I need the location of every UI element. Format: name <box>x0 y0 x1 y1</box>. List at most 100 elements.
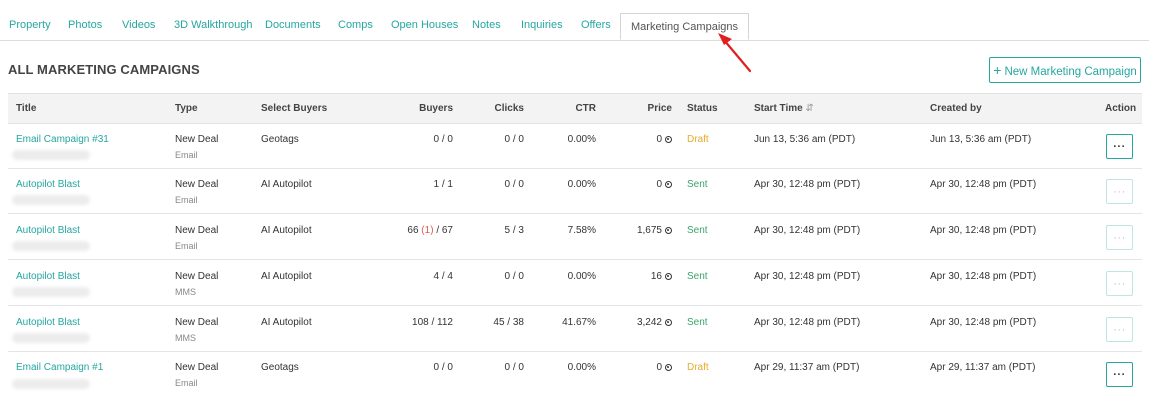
tab-marketing-campaigns[interactable]: Marketing Campaigns <box>620 13 749 40</box>
status-badge: Sent <box>687 225 708 236</box>
ctr-value: 0.00% <box>567 134 596 145</box>
action-menu-button[interactable]: ··· <box>1106 271 1133 296</box>
action-menu-button[interactable]: ··· <box>1106 179 1133 204</box>
ctr-value: 0.00% <box>567 271 596 282</box>
ctr-value: 0.00% <box>567 179 596 190</box>
start-time: Apr 30, 12:48 pm (PDT) <box>754 271 861 282</box>
redacted-text <box>12 150 90 160</box>
tab-videos[interactable]: Videos <box>122 19 156 31</box>
coin-icon <box>665 318 672 326</box>
plus-icon: + <box>993 62 1002 78</box>
campaign-title-link[interactable]: Email Campaign #31 <box>16 134 109 145</box>
tab-property[interactable]: Property <box>9 19 51 31</box>
buyers-count: 0 / 0 <box>433 134 453 145</box>
status-badge: Sent <box>687 317 708 328</box>
price-value: 0 <box>656 134 672 145</box>
tab-open-houses[interactable]: Open Houses <box>391 19 459 31</box>
price-value: 1,675 <box>637 225 672 236</box>
select-buyers: AI Autopilot <box>261 317 312 328</box>
campaign-title-link[interactable]: Email Campaign #1 <box>16 362 104 373</box>
redacted-text <box>12 333 90 343</box>
tab-inquiries[interactable]: Inquiries <box>521 19 563 31</box>
price-value: 3,242 <box>637 317 672 328</box>
select-buyers: AI Autopilot <box>261 271 312 282</box>
price-amount: 0 <box>656 179 662 190</box>
header-created-by[interactable]: Created by <box>930 103 982 114</box>
start-time: Apr 30, 12:48 pm (PDT) <box>754 317 861 328</box>
tab-3d-walkthrough[interactable]: 3D Walkthrough <box>174 19 253 31</box>
ctr-value: 0.00% <box>567 362 596 373</box>
campaign-type: New Deal <box>175 362 219 373</box>
header-ctr[interactable]: CTR <box>575 103 596 114</box>
campaign-channel: MMS <box>175 287 196 297</box>
header-buyers[interactable]: Buyers <box>419 103 453 114</box>
header-select-buyers[interactable]: Select Buyers <box>261 103 328 114</box>
header-start-time[interactable]: Start Time ⇵ <box>754 103 814 114</box>
header-action: Action <box>1105 103 1137 114</box>
tab-notes[interactable]: Notes <box>472 19 501 31</box>
action-menu-button[interactable]: ··· <box>1106 317 1133 342</box>
campaign-channel: Email <box>175 195 198 205</box>
header-price[interactable]: Price <box>647 103 672 114</box>
price-amount: 3,242 <box>636 317 662 328</box>
select-buyers: AI Autopilot <box>261 179 312 190</box>
start-time-label: Start Time <box>754 103 803 114</box>
action-menu-button[interactable]: ··· <box>1106 134 1133 159</box>
table-row: Email Campaign #31 New Deal Email Geotag… <box>8 124 1142 169</box>
status-badge: Draft <box>687 362 709 373</box>
tab-documents[interactable]: Documents <box>265 19 321 31</box>
price-amount: 0 <box>656 134 662 145</box>
start-time: Apr 29, 11:37 am (PDT) <box>754 362 860 373</box>
select-buyers: AI Autopilot <box>261 225 312 236</box>
new-marketing-campaign-button[interactable]: + New Marketing Campaign <box>989 57 1141 83</box>
coin-icon <box>665 226 672 234</box>
clicks-count: 0 / 0 <box>504 271 524 282</box>
header-clicks[interactable]: Clicks <box>494 103 524 114</box>
tab-photos[interactable]: Photos <box>68 19 103 31</box>
redacted-text <box>12 287 90 297</box>
buyers-count: 108 / 112 <box>412 317 453 328</box>
tab-comps[interactable]: Comps <box>338 19 373 31</box>
price-amount: 1,675 <box>636 225 662 236</box>
header-title[interactable]: Title <box>16 103 37 114</box>
header-type[interactable]: Type <box>175 103 198 114</box>
campaign-channel: Email <box>175 378 198 388</box>
tab-bar: Property Photos Videos 3D Walkthrough Do… <box>0 11 1149 41</box>
table-row: Autopilot Blast New Deal Email AI Autopi… <box>8 215 1142 260</box>
new-campaign-label: New Marketing Campaign <box>1004 66 1137 78</box>
header-status[interactable]: Status <box>687 103 718 114</box>
clicks-count: 5 / 3 <box>504 225 524 236</box>
campaign-type: New Deal <box>175 134 219 145</box>
coin-icon <box>665 363 672 371</box>
status-badge: Sent <box>687 179 708 190</box>
status-badge: Draft <box>687 134 709 145</box>
buyers-sent: / 67 <box>436 225 453 236</box>
sort-icon[interactable]: ⇵ <box>805 103 814 114</box>
status-badge: Sent <box>687 271 708 282</box>
campaign-type: New Deal <box>175 271 219 282</box>
campaign-type: New Deal <box>175 179 219 190</box>
clicks-count: 45 / 38 <box>493 317 524 328</box>
tab-offers[interactable]: Offers <box>581 19 611 31</box>
buyers-count: 4 / 4 <box>433 271 453 282</box>
select-buyers: Geotags <box>261 362 299 373</box>
action-menu-button[interactable]: ··· <box>1106 225 1133 250</box>
campaign-title-link[interactable]: Autopilot Blast <box>16 271 80 282</box>
buyers-bounced: (1) <box>421 225 434 236</box>
campaign-title-link[interactable]: Autopilot Blast <box>16 317 80 328</box>
clicks-count: 0 / 0 <box>504 134 524 145</box>
created-by: Apr 30, 12:48 pm (PDT) <box>930 271 1037 282</box>
redacted-text <box>12 241 90 251</box>
campaign-channel: MMS <box>175 333 196 343</box>
clicks-count: 0 / 0 <box>504 362 524 373</box>
campaign-title-link[interactable]: Autopilot Blast <box>16 179 80 190</box>
price-value: 16 <box>651 271 672 282</box>
campaign-channel: Email <box>175 150 198 160</box>
action-menu-button[interactable]: ··· <box>1106 362 1133 387</box>
campaign-channel: Email <box>175 241 198 251</box>
created-by: Apr 30, 12:48 pm (PDT) <box>930 225 1037 236</box>
campaign-title-link[interactable]: Autopilot Blast <box>16 225 80 236</box>
start-time: Apr 30, 12:48 pm (PDT) <box>754 225 861 236</box>
price-value: 0 <box>656 362 672 373</box>
